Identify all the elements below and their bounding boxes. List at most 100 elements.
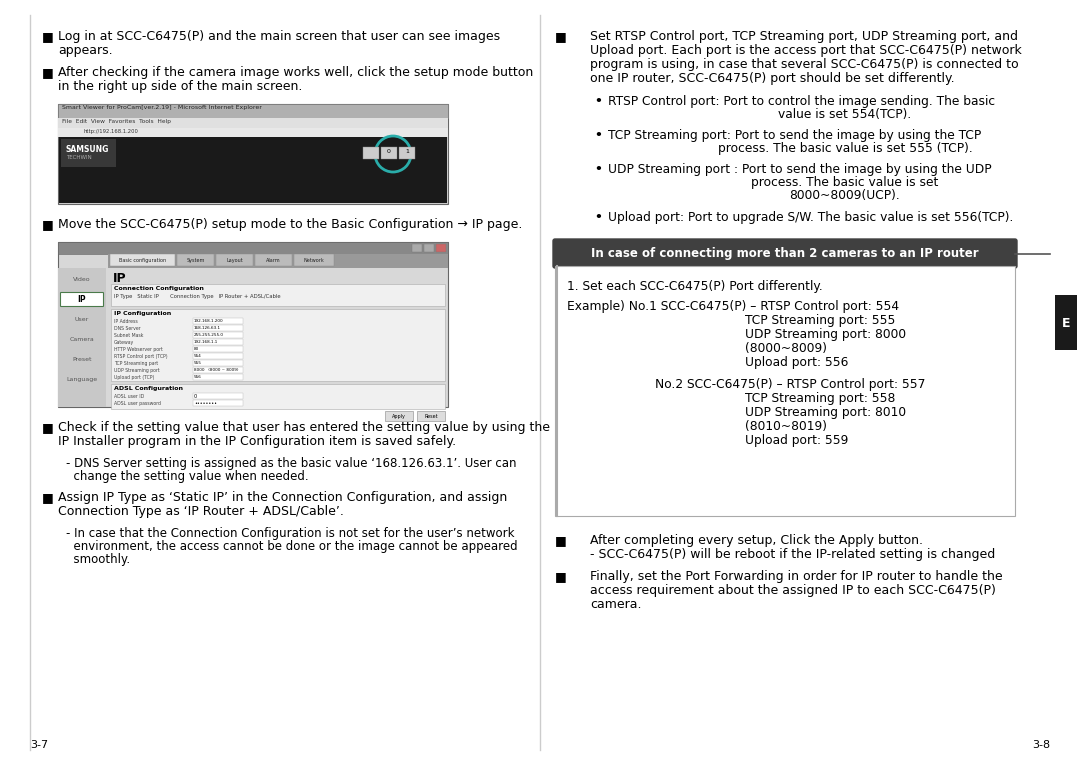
- Bar: [384, 411, 413, 421]
- Text: 192.168.1.200: 192.168.1.200: [194, 319, 224, 323]
- Text: Camera: Camera: [69, 337, 94, 341]
- Text: 8000~8009(UCP).: 8000~8009(UCP).: [789, 189, 901, 202]
- Text: Subnet Mask: Subnet Mask: [114, 333, 144, 338]
- Bar: [177, 254, 214, 266]
- Text: UDP Streaming port: 8000: UDP Streaming port: 8000: [745, 328, 906, 341]
- Text: E: E: [1062, 317, 1070, 330]
- Text: 554: 554: [194, 354, 202, 358]
- Text: - In case that the Connection Configuration is not set for the user’s network: - In case that the Connection Configurat…: [66, 527, 514, 540]
- Text: ■: ■: [42, 66, 54, 79]
- Text: 80: 80: [194, 347, 199, 351]
- Text: Video: Video: [73, 276, 91, 282]
- Text: SAMSUNG: SAMSUNG: [66, 145, 109, 154]
- Bar: [216, 254, 253, 266]
- Text: 1: 1: [405, 149, 409, 154]
- Text: File  Edit  View  Favorites  Tools  Help: File Edit View Favorites Tools Help: [62, 119, 171, 124]
- Text: access requirement about the assigned IP to each SCC-C6475(P): access requirement about the assigned IP…: [590, 584, 996, 597]
- Text: TECHWIN: TECHWIN: [66, 155, 92, 160]
- Text: Log in at SCC-C6475(P) and the main screen that user can see images: Log in at SCC-C6475(P) and the main scre…: [58, 30, 500, 43]
- Bar: [193, 360, 243, 366]
- Bar: [417, 411, 445, 421]
- Text: ADSL Configuration: ADSL Configuration: [114, 386, 183, 391]
- Text: No.2 SCC-C6475(P) – RTSP Control port: 557: No.2 SCC-C6475(P) – RTSP Control port: 5…: [654, 378, 926, 391]
- Text: 555: 555: [194, 361, 202, 365]
- Text: UDP Streaming port: UDP Streaming port: [114, 368, 160, 373]
- Text: - DNS Server setting is assigned as the basic value ‘168.126.63.1’. User can: - DNS Server setting is assigned as the …: [66, 457, 516, 470]
- Text: environment, the access cannot be done or the image cannot be appeared: environment, the access cannot be done o…: [66, 540, 517, 553]
- Text: smoothly.: smoothly.: [66, 553, 130, 566]
- Text: ••••••••: ••••••••: [194, 401, 217, 405]
- Text: http://192.168.1.200: http://192.168.1.200: [83, 129, 138, 134]
- Bar: [58, 118, 448, 128]
- Text: - SCC-C6475(P) will be reboot if the IP-related setting is changed: - SCC-C6475(P) will be reboot if the IP-…: [590, 548, 996, 561]
- Bar: [424, 244, 434, 252]
- Text: Finally, set the Port Forwarding in order for IP router to handle the: Finally, set the Port Forwarding in orde…: [590, 570, 1002, 583]
- Text: RTSP Control port (TCP): RTSP Control port (TCP): [114, 354, 167, 359]
- Text: (8010~8019): (8010~8019): [745, 420, 827, 433]
- Bar: [193, 318, 243, 324]
- Text: appears.: appears.: [58, 44, 112, 57]
- Text: TCP Streaming port: Port to send the image by using the TCP: TCP Streaming port: Port to send the ima…: [608, 129, 982, 142]
- Text: TCP Streaming port: 555: TCP Streaming port: 555: [745, 314, 895, 327]
- Text: 192.168.1.1: 192.168.1.1: [194, 340, 218, 344]
- Text: UDP Streaming port : Port to send the image by using the UDP: UDP Streaming port : Port to send the im…: [608, 163, 991, 176]
- Bar: [108, 254, 448, 268]
- Text: Upload port: Port to upgrade S/W. The basic value is set 556(TCP).: Upload port: Port to upgrade S/W. The ba…: [608, 211, 1013, 224]
- Bar: [58, 104, 448, 204]
- Text: Basic configuration: Basic configuration: [119, 258, 166, 262]
- Text: IP Configuration: IP Configuration: [114, 311, 172, 316]
- Text: 3-7: 3-7: [30, 740, 49, 750]
- Bar: [59, 137, 447, 203]
- Bar: [58, 104, 448, 118]
- Text: After completing every setup, Click the Apply button.: After completing every setup, Click the …: [590, 534, 923, 547]
- Bar: [58, 268, 106, 407]
- Text: User: User: [75, 317, 90, 321]
- Text: RTSP Control port: Port to control the image sending. The basic: RTSP Control port: Port to control the i…: [608, 95, 995, 108]
- Text: Gateway: Gateway: [114, 340, 134, 345]
- Bar: [399, 147, 415, 159]
- Text: After checking if the camera image works well, click the setup mode button: After checking if the camera image works…: [58, 66, 534, 79]
- Text: IP Installer program in the IP Configuration item is saved safely.: IP Installer program in the IP Configura…: [58, 435, 456, 448]
- Text: IP: IP: [78, 295, 86, 304]
- Text: process. The basic value is set 555 (TCP).: process. The basic value is set 555 (TCP…: [717, 142, 972, 155]
- Text: TCP Streaming part: TCP Streaming part: [114, 361, 158, 366]
- Text: 0: 0: [387, 149, 391, 154]
- Text: program is using, in case that several SCC-C6475(P) is connected to: program is using, in case that several S…: [590, 58, 1018, 71]
- Text: •: •: [594, 95, 602, 108]
- Bar: [193, 332, 243, 338]
- Text: •: •: [594, 211, 602, 224]
- Bar: [381, 147, 397, 159]
- Text: ADSL user password: ADSL user password: [114, 401, 161, 406]
- Bar: [363, 147, 379, 159]
- Text: TCP Streaming port: 558: TCP Streaming port: 558: [745, 392, 895, 405]
- Bar: [193, 400, 243, 406]
- FancyBboxPatch shape: [553, 239, 1017, 268]
- Bar: [294, 254, 334, 266]
- Text: 556: 556: [194, 375, 202, 379]
- Text: one IP router, SCC-C6475(P) port should be set differently.: one IP router, SCC-C6475(P) port should …: [590, 72, 955, 85]
- Text: Smart Viewer for ProCam[ver.2.19] - Microsoft Internet Explorer: Smart Viewer for ProCam[ver.2.19] - Micr…: [62, 105, 261, 110]
- Text: •: •: [594, 129, 602, 142]
- Bar: [193, 367, 243, 373]
- Text: HTTP Webserver port: HTTP Webserver port: [114, 347, 163, 352]
- Text: Check if the setting value that user has entered the setting value by using the: Check if the setting value that user has…: [58, 421, 550, 434]
- Text: Assign IP Type as ‘Static IP’ in the Connection Configuration, and assign: Assign IP Type as ‘Static IP’ in the Con…: [58, 491, 508, 504]
- Text: ADSL user ID: ADSL user ID: [114, 394, 145, 399]
- Text: ■: ■: [555, 534, 567, 547]
- Text: •: •: [594, 163, 602, 176]
- Bar: [111, 384, 445, 409]
- Text: camera.: camera.: [590, 598, 642, 611]
- Bar: [555, 266, 1015, 516]
- Text: DNS Server: DNS Server: [114, 326, 140, 331]
- Text: Move the SCC-C6475(P) setup mode to the Basic Configuration → IP page.: Move the SCC-C6475(P) setup mode to the …: [58, 218, 523, 231]
- Text: System: System: [187, 258, 205, 262]
- Text: IP Address: IP Address: [114, 319, 138, 324]
- Text: ■: ■: [42, 421, 54, 434]
- Bar: [110, 254, 175, 266]
- FancyBboxPatch shape: [60, 292, 104, 307]
- Bar: [436, 244, 446, 252]
- Bar: [193, 353, 243, 359]
- Bar: [111, 309, 445, 381]
- Bar: [193, 393, 243, 399]
- Text: ■: ■: [42, 218, 54, 231]
